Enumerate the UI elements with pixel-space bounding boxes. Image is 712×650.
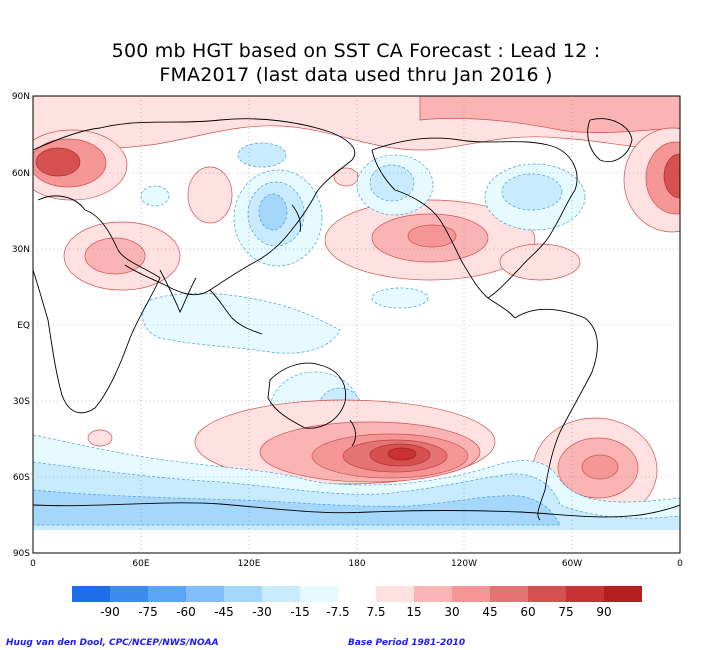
coast-camerica (487, 297, 516, 319)
anomaly-tropical-negative (142, 292, 341, 354)
colorbar-swatch (414, 586, 452, 602)
colorbar-label: 60 (520, 605, 535, 619)
colorbar-label: -30 (252, 605, 272, 619)
credit-text: Huug van den Dool, CPC/NCEP/NWS/NOAA (6, 638, 219, 648)
anomaly-southern-negative-3 (33, 489, 561, 526)
anomaly-europe-positive-3 (35, 147, 81, 177)
coast-antarctica (33, 502, 680, 518)
anomaly-alaska-negative-2 (369, 164, 415, 202)
colorbar-label: -75 (138, 605, 158, 619)
coast-seasia (209, 289, 263, 335)
colorbar-label: 7.5 (366, 605, 385, 619)
colorbar-swatch (72, 586, 110, 602)
coastlines (33, 118, 680, 521)
anomaly-eastasia-negative-3 (258, 193, 288, 231)
lon-label-0: 0 (30, 559, 36, 569)
anomaly-npacific-positive-3 (407, 224, 457, 248)
lat-label-eq: EQ (17, 321, 30, 331)
colorbar-label: 30 (444, 605, 459, 619)
coast-newzealand (349, 419, 357, 447)
colorbar-label: -7.5 (326, 605, 349, 619)
coast-greenland (587, 118, 633, 162)
colorbar-label: 90 (596, 605, 611, 619)
map-frame (32, 95, 681, 554)
lat-label-30n: 30N (12, 245, 30, 255)
colorbar-swatch (566, 586, 604, 602)
coast-eurasia-north (33, 118, 356, 296)
colorbar-label: 45 (482, 605, 497, 619)
anomaly-spacific-positive-6 (387, 447, 417, 461)
colorbar-label: -90 (100, 605, 120, 619)
colorbar-swatch (490, 586, 528, 602)
colorbar: -90 -75 -60 -45 -30 -15 -7.5 7.5 15 30 45 60 75 90 (72, 586, 642, 619)
anomaly-mideast-positive-2 (84, 237, 146, 275)
lon-label-0-east: 0 (677, 559, 683, 569)
anomaly-centralasia-positive (187, 166, 233, 224)
colorbar-swatch (148, 586, 186, 602)
coast-japan (291, 204, 301, 233)
anomaly-natlantic-positive-3 (663, 153, 680, 199)
colorbar-swatch (300, 586, 338, 602)
colorbar-swatch (262, 586, 300, 602)
longitude-labels: 0 60E 120E 180 120W 60W 0 (30, 559, 683, 569)
coast-samerica (514, 308, 598, 521)
colorbar-label: -15 (290, 605, 310, 619)
colorbar-label: 75 (558, 605, 573, 619)
colorbar-swatch (452, 586, 490, 602)
colorbar-swatch (186, 586, 224, 602)
map-title-line-2: FMA2017 (last data used thru Jan 2016 ) (159, 64, 553, 86)
base-period-text: Base Period 1981-2010 (348, 638, 466, 648)
map-title-line-1: 500 mb HGT based on SST CA Forecast : Le… (111, 40, 601, 62)
anomaly-equatorial-negative (371, 287, 429, 309)
coast-india (159, 269, 197, 314)
anomaly-siberia-negative (237, 142, 287, 168)
colorbar-swatch (604, 586, 642, 602)
anomaly-indian-positive (87, 429, 113, 447)
colorbar-swatch (376, 586, 414, 602)
colorbar-label: 15 (406, 605, 421, 619)
lat-label-30s: 30S (13, 397, 30, 407)
anomaly-antarctic-white (33, 530, 680, 553)
map-grid (33, 96, 680, 553)
colorbar-label: -60 (176, 605, 196, 619)
lat-label-60s: 60S (13, 473, 30, 483)
colorbar-label: -45 (214, 605, 234, 619)
colorbar-swatch (110, 586, 148, 602)
lat-label-90n: 90N (12, 92, 30, 102)
latitude-labels: 90N 60N 30N EQ 30S 60S 90S (12, 92, 30, 559)
anomaly-asia-negative-small (140, 185, 170, 207)
lon-label-120w: 120W (451, 559, 477, 569)
coast-namerica (371, 137, 578, 299)
lat-label-60n: 60N (12, 169, 30, 179)
colorbar-swatch (338, 586, 376, 602)
lon-label-60e: 60E (132, 559, 149, 569)
lon-label-60w: 60W (562, 559, 582, 569)
anomaly-satlantic-positive-3 (581, 454, 619, 480)
lon-label-120e: 120E (238, 559, 261, 569)
coast-australia (267, 362, 347, 429)
lat-label-90s: 90S (13, 549, 30, 559)
colorbar-swatch (528, 586, 566, 602)
lon-label-180: 180 (348, 559, 365, 569)
anomaly-namerica-negative-2 (501, 173, 563, 211)
anomaly-gulf-positive (499, 243, 581, 281)
anomaly-kamchatka-positive (333, 167, 359, 187)
coast-africa (33, 195, 161, 414)
colorbar-swatch (224, 586, 262, 602)
